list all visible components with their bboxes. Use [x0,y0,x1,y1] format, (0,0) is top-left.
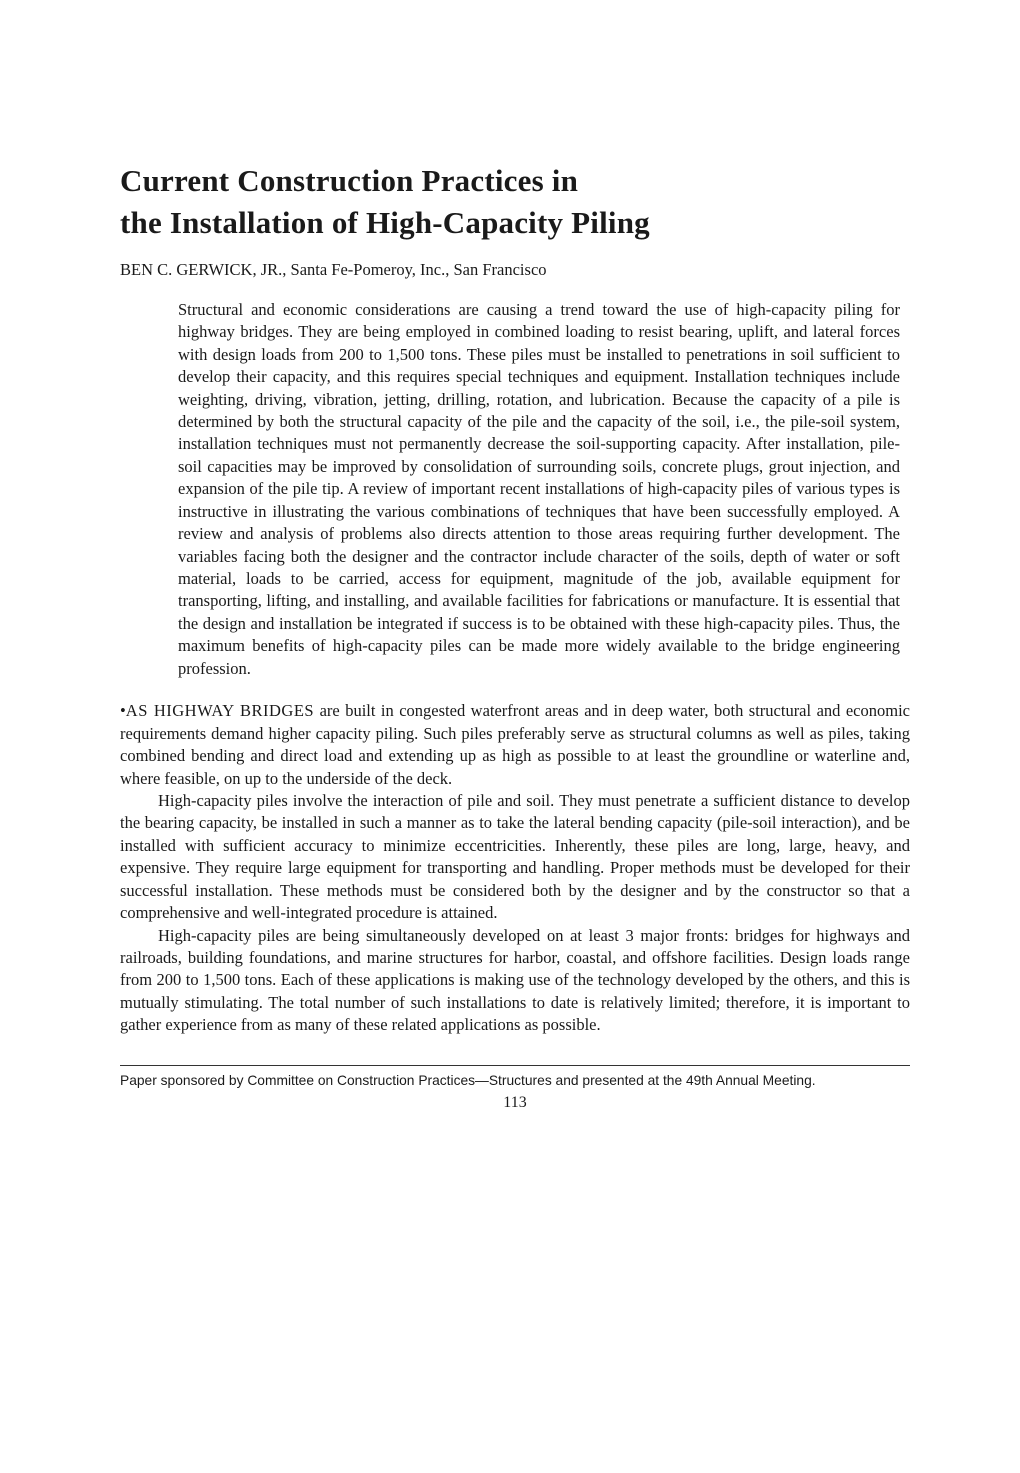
footnote-text: Paper sponsored by Committee on Construc… [120,1072,910,1090]
title-line-2: the Installation of High-Capacity Piling [120,205,650,240]
footnote-rule [120,1065,910,1066]
title-line-1: Current Construction Practices in [120,163,578,198]
author-affiliation: Santa Fe-Pomeroy, Inc., San Francisco [286,260,546,279]
para3-text: High-capacity piles are being simultaneo… [120,926,910,1035]
abstract-block: Structural and economic considerations a… [178,299,900,680]
para1-lead: AS HIGHWAY BRIDGES [126,701,314,720]
page-content: Current Construction Practices in the In… [0,0,1020,1172]
page-number: 113 [120,1094,910,1112]
article-title: Current Construction Practices in the In… [120,160,910,244]
body-paragraph-1: •AS HIGHWAY BRIDGES are built in congest… [120,700,910,790]
body-paragraph-3: High-capacity piles are being simultaneo… [120,925,910,1037]
para2-text: High-capacity piles involve the interact… [120,791,910,922]
author-name: BEN C. GERWICK, JR., [120,260,286,279]
author-line: BEN C. GERWICK, JR., Santa Fe-Pomeroy, I… [120,258,910,281]
body-paragraph-2: High-capacity piles involve the interact… [120,790,910,925]
